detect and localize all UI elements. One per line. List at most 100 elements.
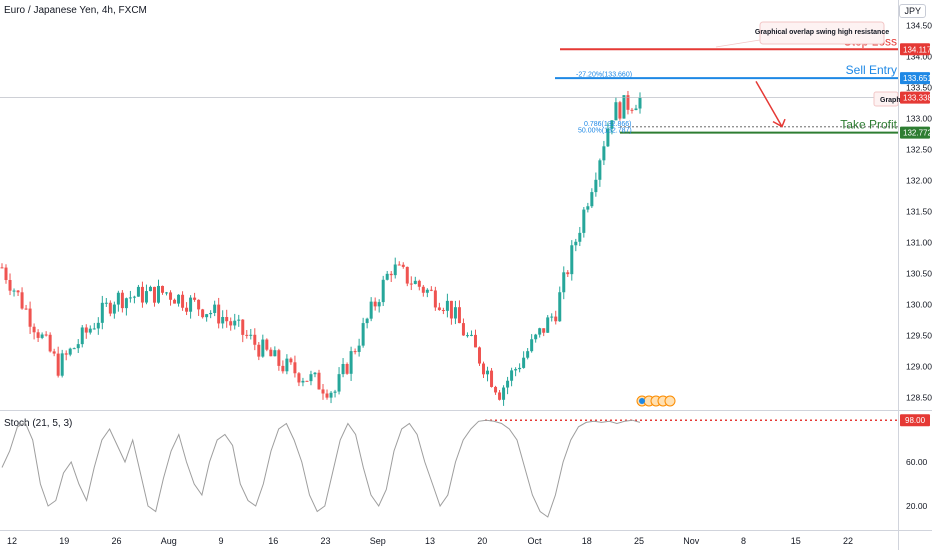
arrow-head	[772, 118, 786, 128]
candle-body	[237, 319, 241, 321]
candle-body	[421, 286, 425, 293]
candle-body	[417, 280, 421, 287]
candle-body	[96, 322, 100, 329]
candle-body	[570, 245, 574, 275]
candle-body	[201, 309, 205, 318]
level-label-sell-entry: Sell Entry	[846, 63, 897, 77]
candle-body	[518, 367, 522, 370]
candle-body	[526, 351, 530, 358]
y-tick-label: 129.500	[906, 331, 932, 341]
candle-body	[265, 339, 269, 350]
candle-body	[449, 300, 453, 319]
callout-text: Graphical overlap swing high resistance	[755, 29, 889, 36]
candle-body	[16, 290, 20, 293]
price-tag-label-stop_loss: 134.117	[903, 45, 932, 54]
candle-body	[76, 344, 80, 349]
candle-body	[546, 317, 550, 333]
candle-body	[469, 334, 473, 336]
candle-body	[189, 297, 193, 312]
candle-body	[486, 370, 490, 375]
x-tick-label: 25	[634, 536, 644, 546]
candle-body	[638, 97, 642, 109]
candle-body	[558, 292, 562, 322]
x-tick-label: 8	[741, 536, 746, 546]
candle-body	[594, 179, 598, 193]
candle-body	[116, 292, 120, 305]
candle-body	[542, 328, 546, 333]
candle-body	[285, 358, 289, 372]
stoch-threshold-label: 98.00	[905, 416, 926, 425]
candle-body	[618, 102, 622, 119]
x-tick-label: 15	[791, 536, 801, 546]
price-tag-sell_entry	[900, 72, 930, 85]
fib-label-tp2: 50.00%(132.787)	[578, 128, 632, 135]
candle-body	[64, 353, 68, 355]
candle-body	[173, 299, 177, 304]
price-tag-stop_loss	[900, 43, 930, 56]
candle-body	[92, 328, 96, 330]
callout-box-2	[873, 91, 899, 107]
candle-body	[602, 146, 606, 161]
candle-body	[177, 294, 181, 304]
price-tag-label-sell_entry: 133.651	[903, 74, 932, 83]
fib-label-sell: -27.20%(133.660)	[576, 72, 632, 79]
currency-badge[interactable]: JPY	[899, 4, 926, 18]
candle-body	[273, 350, 277, 357]
candle-body	[445, 300, 449, 311]
candle-body	[433, 290, 437, 308]
y-tick-label: 133.500	[906, 83, 932, 93]
candle-body	[566, 272, 570, 275]
candle-body	[490, 370, 494, 387]
candle-body	[108, 302, 112, 314]
candle-body	[20, 292, 24, 309]
candle-body	[630, 109, 634, 111]
price-tag-take_profit	[900, 126, 930, 139]
candle-body	[461, 323, 465, 336]
stoch-title: Stoch (21, 5, 3)	[4, 418, 73, 429]
candle-body	[48, 334, 52, 352]
candle-body	[269, 349, 273, 357]
candle-body	[437, 307, 441, 311]
candle-body	[124, 298, 128, 309]
x-tick-label: 23	[320, 536, 330, 546]
candle-body	[373, 301, 377, 307]
candle-body	[429, 289, 433, 291]
candle-body	[441, 310, 445, 312]
x-tick-label: 20	[477, 536, 487, 546]
candle-body	[88, 328, 92, 333]
candle-body	[32, 326, 36, 333]
candle-body	[361, 323, 365, 346]
candle-body	[84, 327, 88, 333]
candle-body	[562, 272, 566, 293]
x-tick-label: 9	[218, 536, 223, 546]
candle-body	[377, 302, 381, 307]
y-tick-label: 129.000	[906, 362, 932, 372]
candle-body	[44, 334, 48, 336]
candle-body	[132, 296, 136, 298]
candle-body	[341, 363, 345, 375]
candle-body	[136, 286, 140, 297]
candle-body	[213, 304, 217, 313]
event-marker-dot-icon	[639, 398, 645, 404]
y-tick-label: 132.500	[906, 145, 932, 155]
x-tick-label: 26	[111, 536, 121, 546]
event-marker-icon	[664, 395, 676, 407]
candle-body	[586, 206, 590, 210]
x-tick-label: 13	[425, 536, 435, 546]
candle-body	[534, 334, 538, 340]
candle-body	[12, 290, 16, 292]
candle-body	[205, 314, 209, 318]
candle-body	[530, 339, 534, 352]
candle-body	[582, 209, 586, 233]
candle-body	[538, 328, 542, 335]
candle-body	[8, 280, 12, 291]
y-tick-label: 132.000	[906, 176, 932, 186]
candle-body	[245, 334, 249, 336]
candle-body	[104, 302, 108, 304]
callout-text-2: Graphi	[880, 97, 903, 104]
candle-body	[465, 335, 469, 337]
candle-body	[225, 317, 229, 322]
y-tick-label: 131.000	[906, 238, 932, 248]
candle-body	[80, 327, 84, 345]
